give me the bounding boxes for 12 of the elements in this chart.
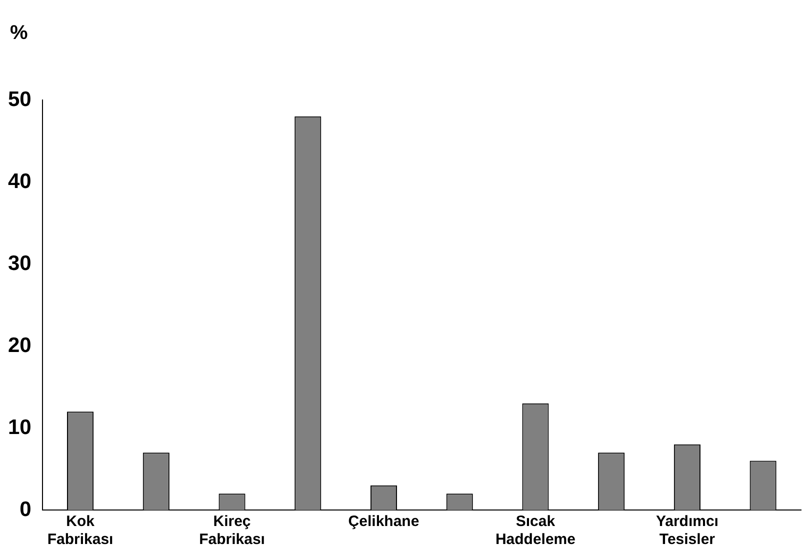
x-tick-label: Yardımcı Tesisler xyxy=(656,513,718,548)
y-tick-label: 20 xyxy=(8,334,32,357)
x-tick-label: Kireç Fabrikası xyxy=(199,513,265,548)
x-tick-label: Sıcak Haddeleme xyxy=(495,513,576,548)
y-tick-label: 0 xyxy=(20,498,32,521)
y-tick-label: 40 xyxy=(8,170,32,193)
y-tick-label: 30 xyxy=(8,252,32,275)
y-tick-label: 50 xyxy=(8,88,32,111)
y-axis-title: % xyxy=(10,22,28,45)
y-tick-label: 10 xyxy=(8,416,32,439)
x-tick-label: Kok Fabrikası xyxy=(47,513,114,548)
x-tick-label: Çelikhane xyxy=(348,513,420,530)
